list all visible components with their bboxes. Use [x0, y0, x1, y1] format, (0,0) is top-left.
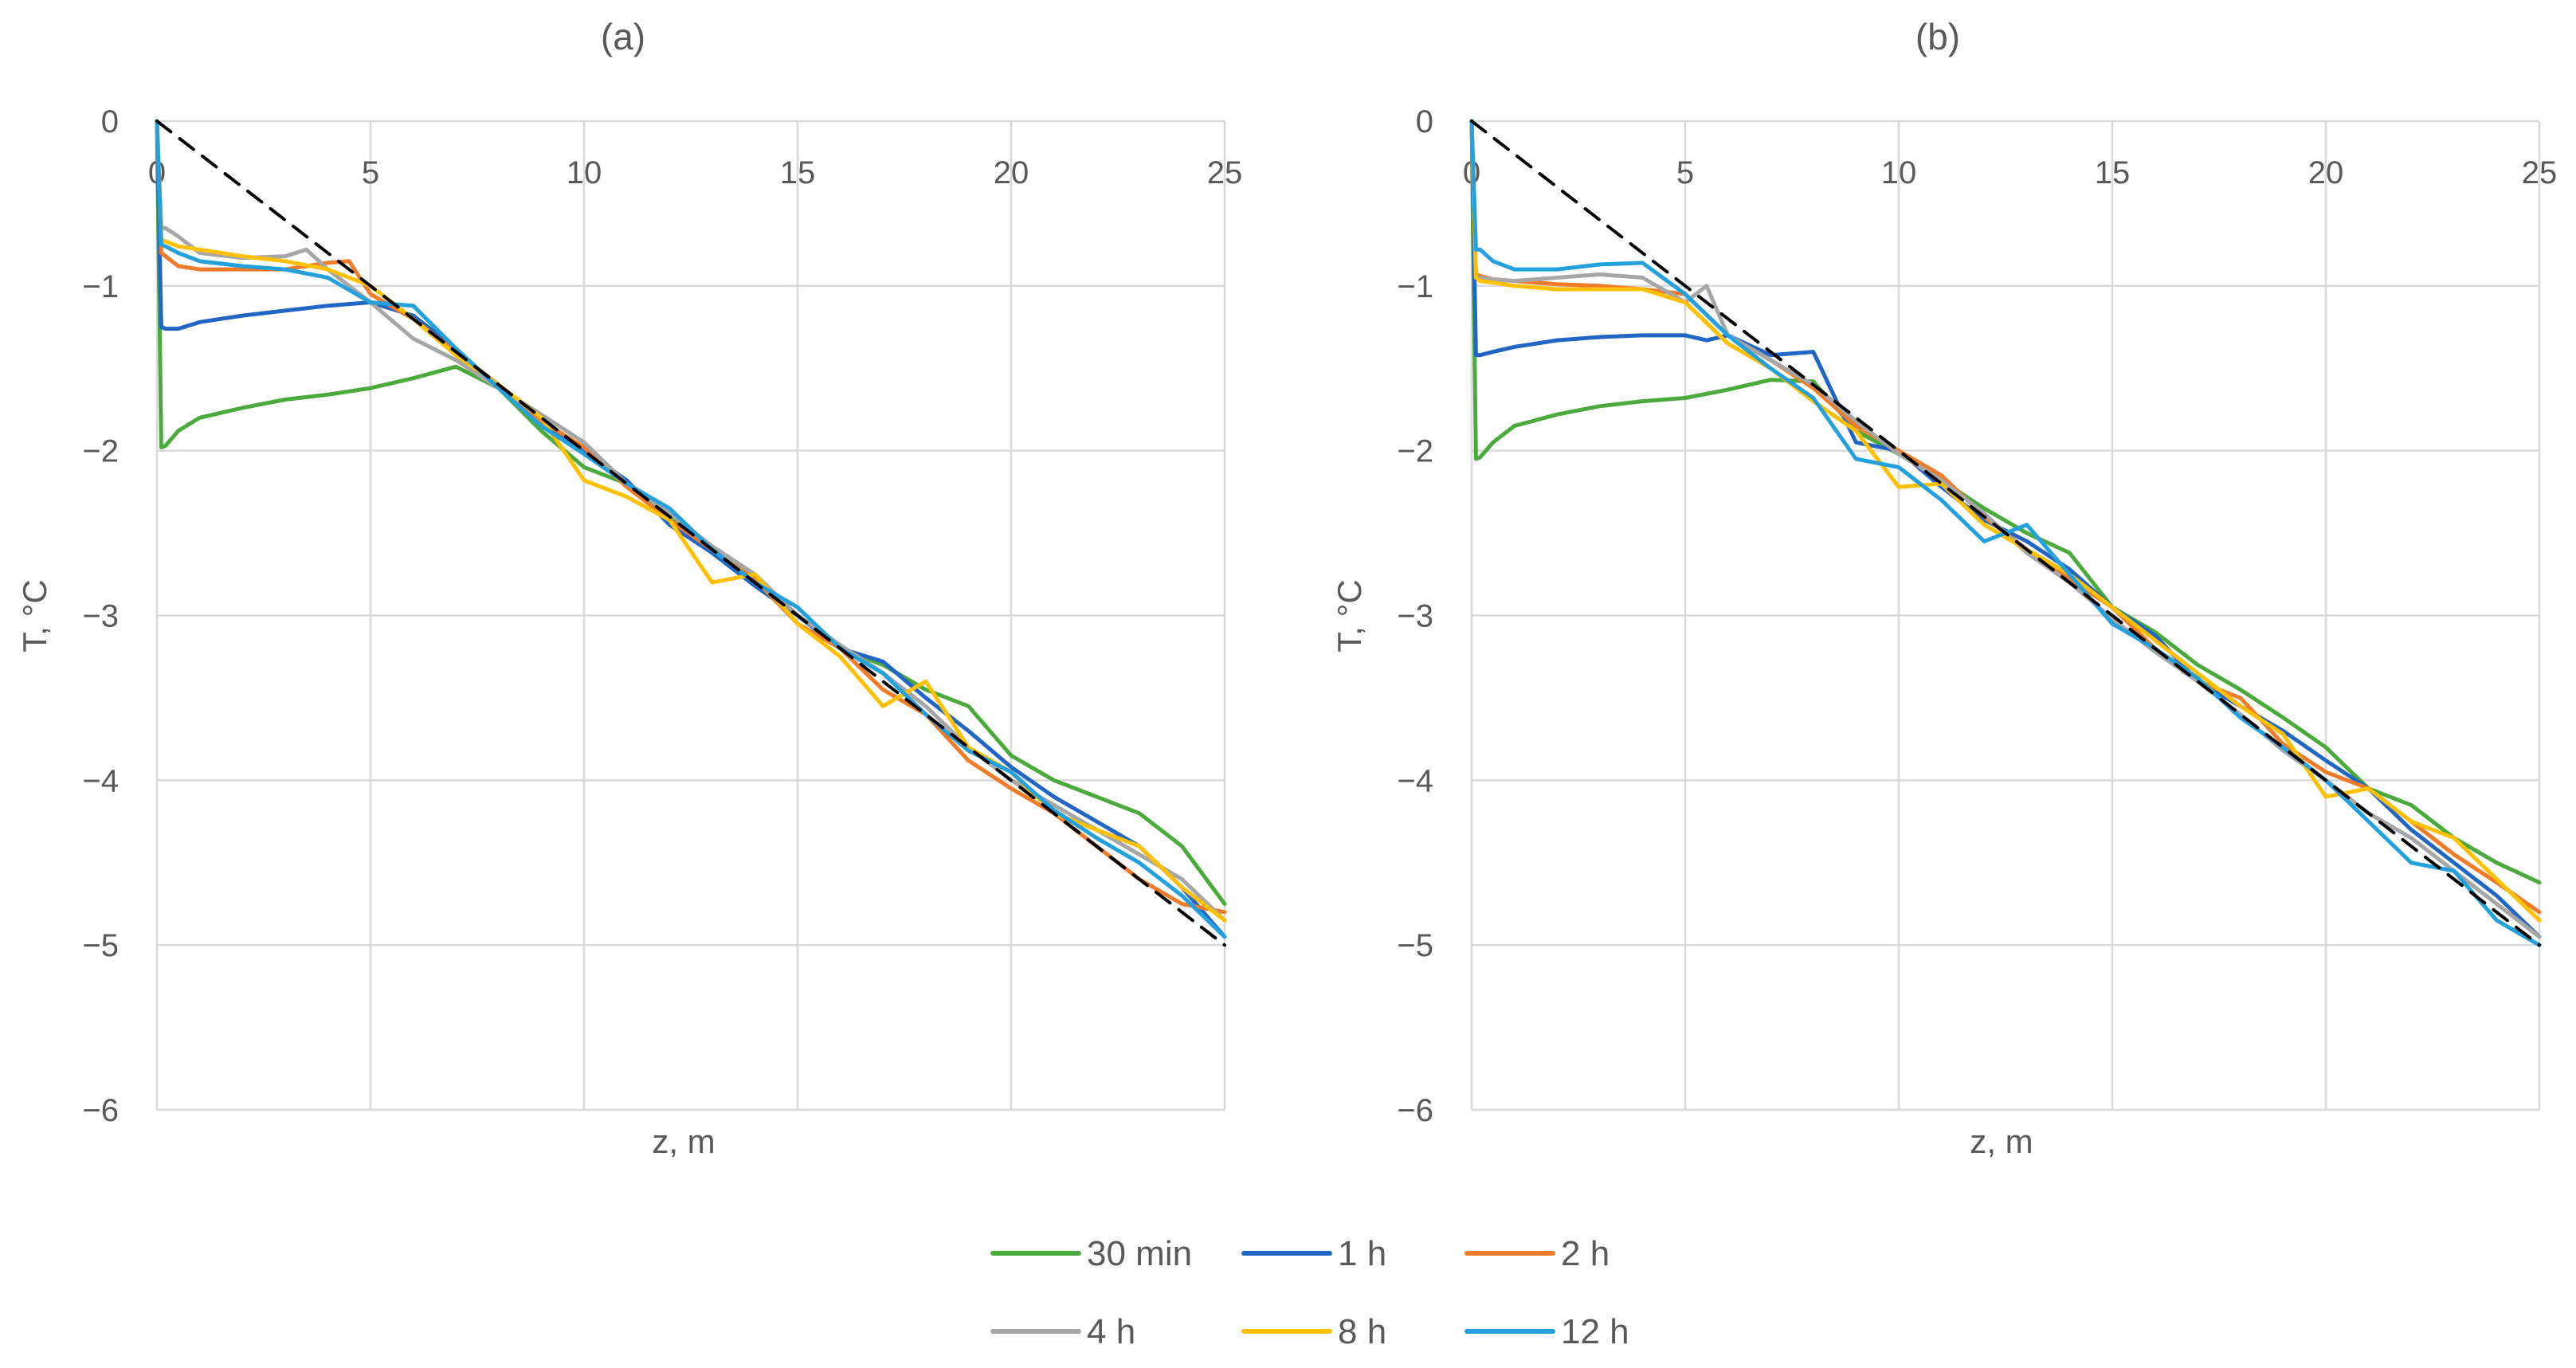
- series-line-8-h: [155, 119, 1227, 923]
- y-tick-label: −1: [82, 269, 119, 304]
- x-tick-labels-a: 0 5 10 15 20 25: [148, 155, 1242, 190]
- legend-item: 8 h: [1241, 1312, 1386, 1351]
- series-line-1-h: [155, 119, 1227, 939]
- x-tick-label: 15: [780, 155, 816, 190]
- legend-label: 30 min: [1087, 1234, 1192, 1273]
- legend-item: 12 h: [1464, 1312, 1629, 1351]
- x-tick-label: 20: [994, 155, 1029, 190]
- series-lines-a: [155, 119, 1227, 947]
- series-line-12-h: [155, 119, 1227, 939]
- series-line-30-min: [1469, 119, 2542, 885]
- y-tick-label: −5: [82, 928, 119, 963]
- x-tick-label: 5: [362, 155, 379, 190]
- x-tick-label: 5: [1676, 155, 1694, 190]
- legend-item: 2 h: [1464, 1234, 1610, 1273]
- series-line-2-h: [155, 119, 1227, 915]
- y-tick-label: −3: [1397, 599, 1433, 634]
- x-axis-label-b: z, m: [1970, 1123, 2033, 1160]
- series-line-2-h: [1469, 119, 2542, 915]
- y-axis-label-a: T, °C: [16, 579, 53, 652]
- y-axis-label-b: T, °C: [1331, 579, 1368, 652]
- legend-item: 1 h: [1241, 1234, 1386, 1273]
- x-tick-label: 25: [1207, 155, 1243, 190]
- y-tick-label: −2: [1397, 434, 1433, 469]
- y-tick-label: −4: [82, 763, 119, 798]
- y-tick-label: −5: [1397, 928, 1433, 963]
- legend-label: 4 h: [1087, 1312, 1135, 1351]
- y-tick-label: −6: [82, 1093, 119, 1128]
- chart-panel-b: (b) 0 5 10 15 20 25 0 −1 −2 −3 −4 −5 −6 z, m T, °C: [1331, 16, 2557, 1160]
- legend-item: 4 h: [990, 1312, 1135, 1351]
- series-line-12-h: [1469, 119, 2542, 947]
- legend-label: 8 h: [1338, 1312, 1386, 1351]
- y-tick-label: −6: [1397, 1093, 1433, 1128]
- y-tick-label: −1: [1397, 269, 1433, 304]
- y-tick-label: −4: [1397, 763, 1433, 798]
- series-line-4-h: [155, 119, 1227, 923]
- grid-b: [1470, 120, 2541, 1111]
- x-tick-label: 25: [2522, 155, 2558, 190]
- grid-a: [155, 120, 1226, 1111]
- x-axis-label-a: z, m: [652, 1123, 715, 1160]
- x-tick-label: 15: [2095, 155, 2131, 190]
- y-tick-labels-b: 0 −1 −2 −3 −4 −5 −6: [1397, 104, 1433, 1128]
- x-tick-label: 10: [1881, 155, 1917, 190]
- chart-title-a: (a): [601, 16, 645, 57]
- y-tick-labels-a: 0 −1 −2 −3 −4 −5 −6: [82, 104, 119, 1128]
- y-tick-label: 0: [101, 104, 119, 139]
- x-tick-labels-b: 0 5 10 15 20 25: [1463, 155, 2557, 190]
- y-tick-label: −2: [82, 434, 119, 469]
- legend-label: 2 h: [1561, 1234, 1610, 1273]
- series-line-30-min: [155, 119, 1227, 906]
- legend: 30 min 1 h 2 h 4 h 8 h 12 h: [990, 1234, 1629, 1351]
- legend-label: 12 h: [1561, 1312, 1629, 1351]
- legend-item: 30 min: [990, 1234, 1192, 1273]
- chart-panel-a: (a) 0 5 10 15 20 25 0 −1 −2 −3 −4 −5 −6 z, m T, °C: [16, 16, 1242, 1160]
- y-tick-label: 0: [1416, 104, 1433, 139]
- series-line-reference: [1470, 120, 2541, 947]
- legend-label: 1 h: [1338, 1234, 1386, 1273]
- chart-title-b: (b): [1915, 16, 1960, 57]
- series-lines-b: [1469, 119, 2542, 947]
- x-tick-label: 10: [567, 155, 602, 190]
- x-tick-label: 20: [2308, 155, 2344, 190]
- series-line-reference: [155, 120, 1226, 947]
- y-tick-label: −3: [82, 599, 119, 634]
